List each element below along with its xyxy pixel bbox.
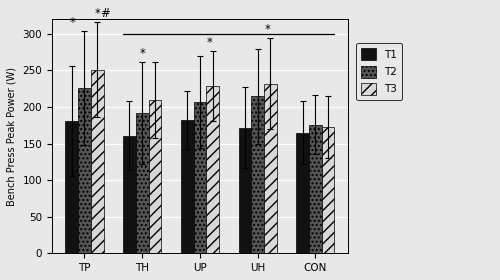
Bar bbox=[309, 125, 322, 253]
Bar bbox=[296, 133, 309, 253]
Bar bbox=[123, 136, 136, 253]
Bar bbox=[322, 127, 334, 253]
Bar bbox=[148, 101, 161, 253]
Bar bbox=[264, 84, 276, 253]
Legend: T1, T2, T3: T1, T2, T3 bbox=[356, 43, 402, 100]
Text: *: * bbox=[140, 46, 145, 60]
Text: *: * bbox=[95, 7, 100, 20]
Bar bbox=[181, 120, 194, 253]
Bar bbox=[136, 113, 148, 253]
Bar bbox=[251, 96, 264, 253]
Bar bbox=[78, 88, 91, 253]
Bar bbox=[66, 121, 78, 253]
Text: *: * bbox=[206, 36, 212, 48]
Bar bbox=[238, 127, 251, 253]
Bar bbox=[206, 86, 219, 253]
Text: #: # bbox=[100, 7, 110, 20]
Bar bbox=[194, 102, 206, 253]
Bar bbox=[91, 70, 104, 253]
Text: *: * bbox=[265, 23, 271, 36]
Y-axis label: Bench Press Peak Power (W): Bench Press Peak Power (W) bbox=[7, 67, 17, 206]
Text: *: * bbox=[70, 16, 75, 29]
